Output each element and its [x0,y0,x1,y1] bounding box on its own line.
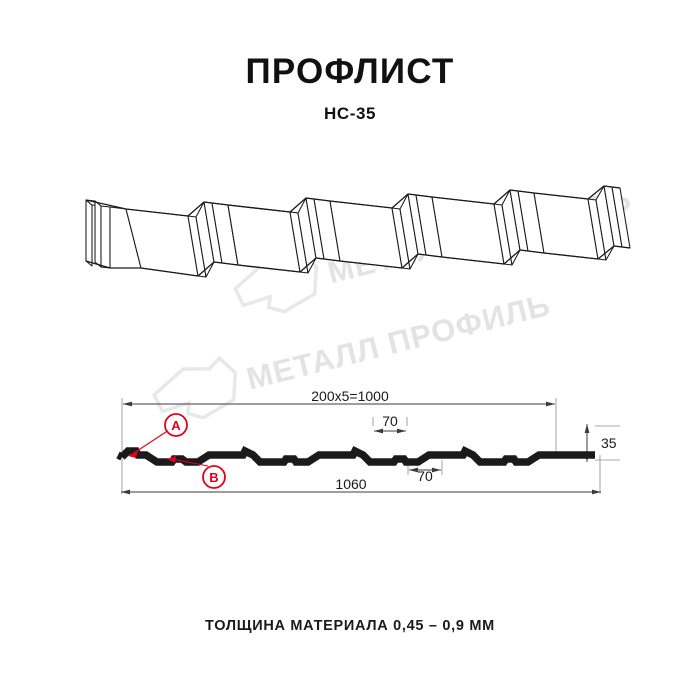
dimension-text-backing [318,477,384,491]
dimension-text-backing [300,389,400,403]
callout-B-leader-line [171,458,209,467]
dimension-overall-width: 1060 [121,476,601,495]
profile-section-shape [119,445,595,466]
title-block: ПРОФЛИСТ НС-35 [0,54,700,124]
callout-B[interactable]: B [167,456,226,489]
material-thickness-note: ТОЛЩИНА МАТЕРИАЛА 0,45 – 0,9 ММ [205,618,495,634]
dimension-top-flat: 70 [374,413,406,434]
callout-B-label: B [209,470,218,485]
dimension-label-overall-width: 1060 [335,476,366,492]
callout-A[interactable]: A [128,413,188,458]
callout-B-arrow-icon [167,456,176,463]
page-subtitle: НС-35 [323,104,377,123]
page-title: ПРОФЛИСТ [245,52,455,91]
callout-B-bubble[interactable] [202,465,226,489]
dimension-label-pitch-total: 200x5=1000 [311,388,389,404]
extension-lines [121,398,620,494]
dimension-bottom-flat: 70 [409,467,441,484]
callout-A-label: A [171,418,181,433]
callout-A-bubble[interactable] [164,413,188,437]
dimension-label-bottom-flat: 70 [417,468,433,484]
dimension-label-profile-height: 35 [601,435,617,451]
profile-left-tick [116,451,124,461]
profile-polyline [119,445,595,466]
callout-A-arrow-icon [128,450,138,458]
profile-left-end [116,451,124,461]
dimension-pitch-total: 200x5=1000 [123,388,555,407]
dimension-label-top-flat: 70 [382,413,398,429]
callout-A-leader-line [133,427,173,454]
